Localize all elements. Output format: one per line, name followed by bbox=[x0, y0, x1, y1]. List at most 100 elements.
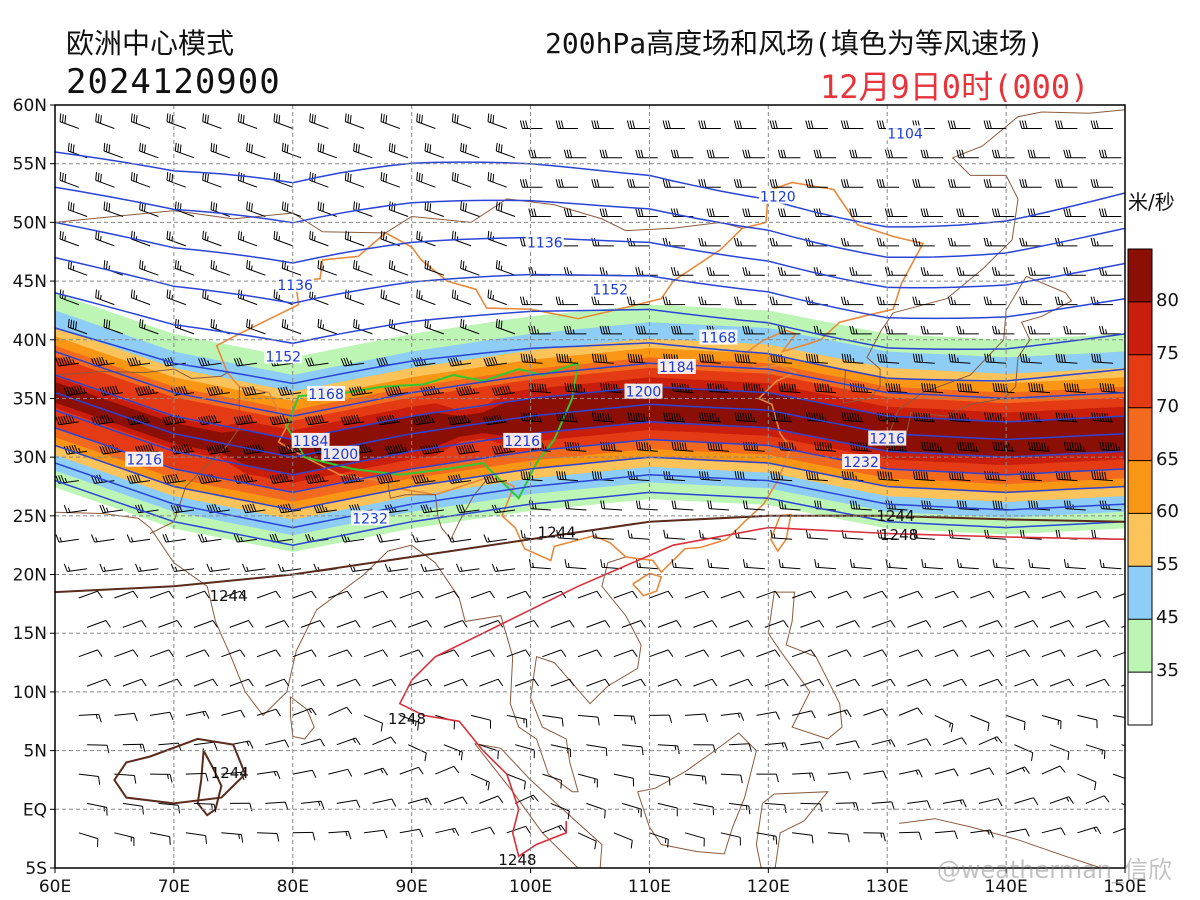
wind-barb bbox=[447, 534, 472, 543]
wind-barb bbox=[122, 802, 144, 815]
wind-barb bbox=[947, 296, 971, 306]
wind-barb bbox=[514, 620, 539, 628]
wind-barb bbox=[649, 714, 673, 724]
wind-barb bbox=[991, 208, 1015, 217]
wind-barb bbox=[313, 503, 337, 514]
wind-barb bbox=[150, 773, 173, 783]
wind-barb bbox=[707, 500, 730, 511]
wind-barb bbox=[185, 649, 210, 658]
wind-barb bbox=[698, 120, 721, 129]
wind-barb bbox=[273, 113, 293, 129]
wind-barb bbox=[86, 620, 111, 628]
wind-barb bbox=[1005, 590, 1030, 599]
wind-barb bbox=[805, 120, 828, 129]
wind-barb bbox=[649, 832, 669, 848]
contour-label-bg bbox=[503, 432, 542, 448]
wind-barb bbox=[372, 678, 397, 687]
wind-barb bbox=[1112, 773, 1125, 779]
wind-barb bbox=[777, 149, 801, 159]
wind-barb bbox=[577, 590, 602, 599]
wind-barb bbox=[942, 620, 967, 628]
wind-barb bbox=[733, 296, 757, 306]
wind-barb bbox=[863, 832, 886, 842]
wind-barb bbox=[635, 325, 658, 335]
wind-barb bbox=[835, 740, 860, 749]
contour-label: 1184 bbox=[293, 434, 329, 450]
colorbar-swatch bbox=[1128, 301, 1152, 355]
sulawesi-coast bbox=[755, 791, 829, 868]
wind-barb bbox=[863, 590, 888, 599]
contour-label-bg bbox=[758, 188, 797, 204]
wind-barb bbox=[934, 714, 954, 732]
wind-barb bbox=[657, 744, 680, 755]
wind-barb bbox=[800, 678, 825, 687]
wind-barb bbox=[956, 441, 979, 452]
wind-barb bbox=[170, 563, 195, 572]
wind-barb bbox=[384, 444, 409, 455]
wind-barb bbox=[800, 802, 823, 813]
wind-barb bbox=[483, 474, 507, 484]
wind-barb bbox=[309, 172, 329, 188]
wind-barb bbox=[792, 772, 815, 782]
wind-barb bbox=[1041, 590, 1066, 599]
wind-barb bbox=[1019, 353, 1042, 364]
wind-barb bbox=[693, 744, 716, 754]
wind-barb bbox=[626, 179, 650, 188]
wind-barb bbox=[506, 590, 531, 599]
wind-barb bbox=[265, 739, 290, 748]
wind-barb bbox=[456, 504, 480, 514]
wind-barb bbox=[685, 773, 707, 785]
wind-barb bbox=[1098, 149, 1122, 159]
wind-barb bbox=[237, 172, 258, 188]
wind-barb bbox=[149, 590, 174, 599]
wind-barb bbox=[202, 230, 222, 247]
wind-barb bbox=[684, 590, 709, 599]
wind-barb bbox=[734, 412, 757, 423]
wind-barb bbox=[1014, 620, 1039, 628]
wind-barb bbox=[407, 797, 432, 806]
wind-barb bbox=[78, 713, 102, 723]
wind-barb bbox=[898, 769, 923, 778]
contour-label: 1244 bbox=[211, 764, 249, 782]
wind-barb bbox=[591, 353, 614, 364]
contour-label: 1120 bbox=[760, 190, 796, 206]
wind-barb bbox=[983, 237, 1007, 247]
wind-barb bbox=[600, 383, 623, 394]
taiwan-coast bbox=[769, 513, 792, 553]
wind-barb bbox=[59, 230, 79, 247]
wind-barbs bbox=[55, 113, 1125, 850]
wind-barb bbox=[948, 529, 971, 540]
wind-barb bbox=[300, 738, 325, 747]
wind-barb bbox=[519, 179, 543, 188]
wind-barb bbox=[353, 142, 373, 159]
wind-barb bbox=[384, 563, 409, 572]
wind-barb bbox=[328, 649, 353, 658]
wind-barb bbox=[871, 801, 895, 810]
wind-barb bbox=[550, 620, 575, 628]
wind-barb bbox=[265, 620, 290, 628]
wind-barb bbox=[380, 172, 400, 188]
contour-label: 1216 bbox=[126, 453, 162, 469]
wind-barb bbox=[1090, 120, 1114, 129]
wind-barb bbox=[613, 714, 636, 725]
wind-barb bbox=[1055, 353, 1078, 364]
wind-barb bbox=[407, 744, 427, 762]
wind-barb bbox=[877, 471, 900, 482]
lon-tick-label: 80E bbox=[277, 877, 309, 897]
wind-barb bbox=[460, 142, 480, 159]
wind-barb bbox=[277, 563, 302, 572]
wind-barb bbox=[742, 208, 765, 217]
wind-barb bbox=[742, 500, 765, 511]
contour-label: 1152 bbox=[592, 282, 628, 298]
wind-barb bbox=[835, 620, 860, 628]
wind-barb bbox=[1090, 179, 1114, 188]
wind-barb bbox=[399, 649, 424, 658]
mongolia-border bbox=[385, 198, 743, 234]
contour-label-bg bbox=[886, 125, 925, 141]
wind-barb bbox=[907, 678, 932, 687]
wind-barb bbox=[1028, 383, 1051, 394]
wind-barb bbox=[399, 828, 424, 838]
wind-barb bbox=[621, 678, 646, 687]
wind-barb bbox=[206, 386, 230, 396]
wind-barb bbox=[885, 383, 908, 394]
